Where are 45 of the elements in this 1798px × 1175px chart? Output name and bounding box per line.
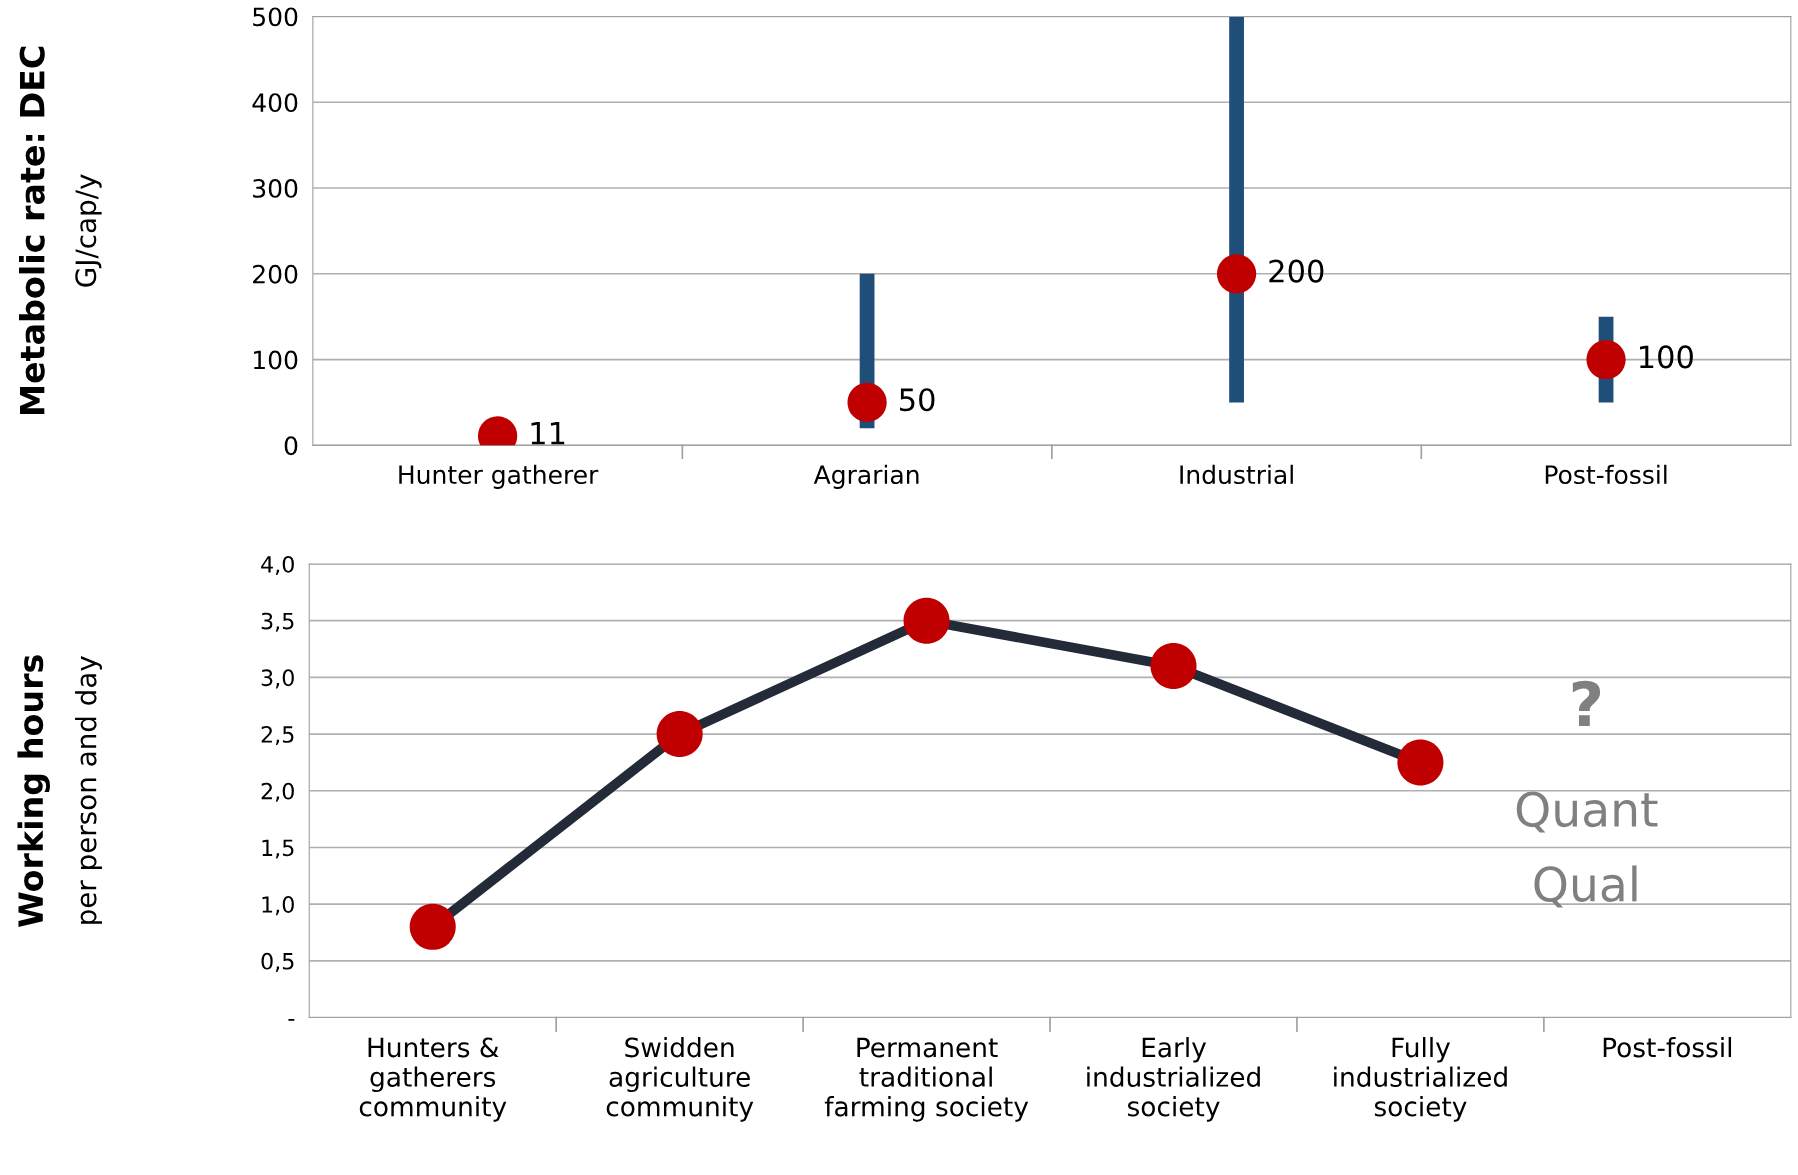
point [847, 382, 887, 423]
point [1216, 254, 1257, 294]
x-tick-label: Fully industrialized society [1334, 1036, 1507, 1122]
point [1150, 643, 1197, 690]
y-axis-title: Working hours [17, 655, 50, 927]
x-tick-label: Industrial [1180, 464, 1293, 485]
point [656, 711, 703, 758]
y-axis-title: Metabolic rate: DEC [18, 46, 45, 415]
y-tick-label: 200 [253, 264, 298, 284]
data-label: 50 [900, 388, 935, 412]
annotation: ? [1572, 680, 1601, 726]
x-tick-label: Hunters & gatherers community [359, 1037, 507, 1122]
x-tick-label: Post-fossil [1545, 464, 1667, 485]
y-tick-label: 500 [253, 7, 298, 27]
y-tick-label: 1,0 [262, 896, 294, 916]
y-tick-label: 0,5 [261, 952, 294, 972]
text: GJ/cap/y [75, 174, 102, 287]
data-label: 100 [1639, 345, 1693, 369]
y-tick-label: 400 [252, 93, 298, 113]
point [1397, 739, 1444, 786]
data-label: 200 [1269, 259, 1324, 283]
y-tick-label: 2,0 [261, 782, 294, 802]
y-tick-label: 300 [253, 178, 298, 198]
bar [1229, 16, 1244, 403]
x-tick-label: Swidden agriculture community [606, 1036, 754, 1122]
y-tick-label: - [288, 1019, 295, 1021]
data-label: 11 [531, 422, 565, 445]
x-tick-label: Post-fossil [1603, 1036, 1732, 1058]
annotation: Qual [1534, 865, 1637, 908]
y-tick-label: 2,5 [261, 726, 294, 746]
text: per person and day [75, 656, 102, 924]
y-tick-label: 0 [284, 436, 298, 456]
y-tick-label: 3,0 [261, 669, 294, 689]
y-tick-label: 100 [253, 350, 298, 370]
y-tick-label: 4,0 [261, 555, 294, 576]
x-tick-label: Hunter gatherer [399, 464, 599, 489]
point [903, 597, 950, 644]
annotation: Quant [1516, 791, 1658, 833]
x-tick-label: Early industrialized society [1087, 1036, 1260, 1122]
y-tick-label: 1,5 [262, 839, 294, 859]
y-tick-label: 3,5 [261, 612, 294, 632]
point [1586, 339, 1626, 380]
x-tick-label: Permanent traditional farming society [824, 1037, 1029, 1122]
point [409, 903, 456, 950]
x-tick-label: Agrarian [813, 464, 919, 489]
